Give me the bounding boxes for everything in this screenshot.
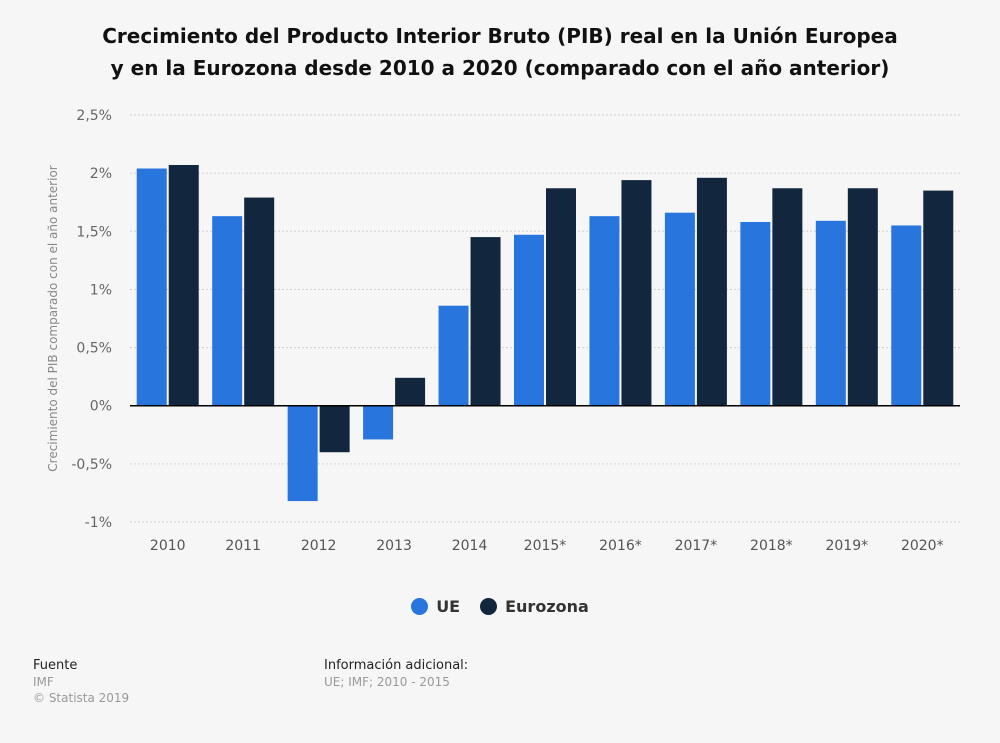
- bar-eurozona-2012: [319, 405, 350, 453]
- bar-ue-2018*: [740, 221, 771, 406]
- chart-title: Crecimiento del Producto Interior Bruto …: [0, 20, 1000, 84]
- y-tick-label: 0,5%: [76, 341, 112, 357]
- source-label: Fuente: [33, 658, 78, 673]
- bar-eurozona-2015*: [546, 188, 576, 406]
- legend-item-ue[interactable]: UE: [411, 597, 460, 616]
- x-tick-label: 2020*: [901, 538, 944, 554]
- title-line-2: y en la Eurozona desde 2010 a 2020 (comp…: [110, 56, 890, 80]
- bar-ue-2019*: [815, 220, 846, 406]
- y-axis-label: Crecimiento del PIB comparado con el año…: [46, 165, 60, 472]
- bar-eurozona-2019*: [847, 188, 878, 406]
- bar-ue-2017*: [664, 212, 695, 406]
- source-block: Fuente IMF © Statista 2019: [33, 658, 129, 705]
- x-tick-label: 2012: [301, 538, 337, 554]
- x-tick-label: 2018*: [750, 538, 793, 554]
- legend-label: UE: [436, 597, 461, 616]
- info-value: UE; IMF; 2010 - 2015: [324, 675, 450, 689]
- y-tick-label: 2%: [90, 166, 112, 182]
- y-tick-label: -0,5%: [71, 457, 112, 473]
- y-tick-label: 1%: [90, 282, 112, 298]
- bar-ue-2014: [438, 305, 469, 406]
- legend-label: Eurozona: [505, 597, 589, 616]
- legend-swatch-eurozona: [480, 598, 498, 615]
- x-tick-label: 2016*: [599, 538, 642, 554]
- bar-ue-2015*: [514, 234, 544, 406]
- x-tick-label: 2015*: [524, 538, 567, 554]
- bar-ue-2011: [212, 216, 243, 406]
- bar-ue-2016*: [589, 216, 620, 406]
- bar-ue-2012: [287, 405, 318, 502]
- x-tick-label: 2011: [225, 538, 261, 554]
- bar-ue-2010: [136, 168, 167, 406]
- y-tick-label: -1%: [85, 515, 112, 531]
- x-tick-label: 2010: [150, 538, 186, 554]
- info-block: Información adicional: UE; IMF; 2010 - 2…: [324, 658, 468, 689]
- y-tick-label: 2,5%: [76, 108, 112, 124]
- bar-eurozona-2020*: [923, 190, 954, 406]
- bar-eurozona-2017*: [696, 177, 727, 406]
- legend-swatch-ue: [411, 598, 429, 615]
- bar-ue-2020*: [891, 225, 922, 406]
- info-label[interactable]: Información adicional:: [324, 658, 469, 673]
- bar-eurozona-2016*: [621, 180, 652, 406]
- bar-eurozona-2011: [244, 197, 275, 406]
- x-tick-label: 2017*: [675, 538, 718, 554]
- bar-eurozona-2014: [470, 237, 501, 406]
- y-tick-label: 1,5%: [76, 224, 112, 240]
- legend: UE Eurozona: [0, 597, 1000, 616]
- bar-ue-2013: [363, 405, 394, 440]
- bar-eurozona-2013: [395, 377, 426, 406]
- source-value: IMF: [33, 675, 54, 689]
- copyright[interactable]: © Statista 2019: [33, 691, 130, 705]
- y-tick-label: 0%: [90, 399, 112, 415]
- bar-eurozona-2010: [168, 165, 199, 406]
- legend-item-eurozona[interactable]: Eurozona: [480, 597, 589, 616]
- title-line-1: Crecimiento del Producto Interior Bruto …: [102, 24, 898, 48]
- x-tick-label: 2014: [452, 538, 488, 554]
- x-tick-label: 2019*: [825, 538, 868, 554]
- bar-eurozona-2018*: [772, 188, 803, 406]
- x-tick-label: 2013: [376, 538, 412, 554]
